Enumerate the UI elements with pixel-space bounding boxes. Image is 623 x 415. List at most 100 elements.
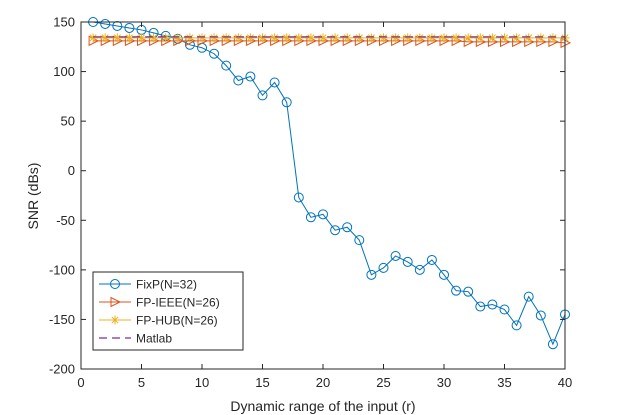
legend-box [92,271,244,351]
point-2-32 [475,33,485,43]
x-tick-label-6: 30 [437,375,451,390]
x-tick-label-2: 10 [195,375,209,390]
point-2-35 [512,33,522,43]
point-0-33 [487,299,498,310]
point-2-38 [548,33,558,43]
legend-label-0: FixP(N=32) [136,278,197,292]
point-2-11 [221,33,231,43]
point-2-28 [427,33,437,43]
y-axis-label: SNR (dBs) [25,163,41,230]
point-2-26 [403,33,413,43]
point-0-34 [499,304,510,315]
legend-marker-1 [110,296,122,308]
point-0-1 [100,18,111,29]
point-2-0 [88,33,98,43]
point-0-17 [293,192,304,203]
point-2-12 [233,33,243,43]
point-2-15 [270,33,280,43]
point-2-23 [366,33,376,43]
point-2-30 [451,33,461,43]
point-2-20 [330,33,340,43]
point-2-25 [391,33,401,43]
point-2-21 [342,33,352,43]
point-2-2 [112,33,122,43]
legend-entry-3: Matlab [99,332,172,346]
point-0-37 [535,310,546,321]
legend: FixP(N=32) FP-IEEE(N=26) FP-HUB(N=26) Matla… [92,271,244,351]
point-0-28 [426,254,437,265]
series-layer [88,17,572,350]
point-2-34 [500,33,509,43]
x-tick-label-4: 20 [316,375,330,390]
y-tick-label-7: 150 [53,15,75,30]
point-2-37 [536,33,546,43]
point-2-29 [439,33,449,43]
point-2-18 [306,33,316,43]
point-0-29 [439,269,449,280]
y-tick-label-1: -150 [49,312,75,327]
point-0-35 [511,320,522,331]
point-2-1 [100,33,110,43]
point-0-10 [209,48,220,59]
point-0-21 [342,222,353,233]
point-2-4 [137,33,146,43]
point-2-10 [209,33,219,43]
point-2-7 [173,33,183,43]
y-tick-label-3: -50 [56,213,75,228]
point-2-9 [197,33,207,43]
point-2-22 [354,33,364,43]
x-tick-label-3: 15 [255,375,269,390]
point-0-3 [124,22,135,33]
point-2-33 [487,33,497,43]
legend-label-1: FP-IEEE(N=26) [136,296,220,310]
legend-entry-1: FP-IEEE(N=26) [99,296,220,310]
point-0-2 [112,20,123,31]
series-2 [88,33,570,43]
legend-entry-2: FP-HUB(N=26) [99,314,218,328]
point-0-30 [451,285,462,296]
y-tick-label-6: 100 [53,64,75,79]
point-0-15 [269,77,280,88]
point-0-20 [330,225,341,236]
y-tick-label-4: 0 [68,163,75,178]
legend-marker-0 [110,279,120,289]
point-2-36 [524,33,534,43]
legend-marker-2 [110,315,120,325]
y-tick-label-5: 50 [61,114,75,129]
point-0-27 [414,264,425,275]
point-2-17 [294,33,304,43]
point-0-23 [366,269,377,280]
point-2-13 [245,33,255,43]
point-2-31 [463,33,473,43]
point-2-6 [161,33,171,43]
point-2-14 [258,33,267,43]
point-0-14 [257,90,268,101]
point-0-32 [475,301,486,312]
x-tick-label-8: 40 [558,375,572,390]
x-tick-label-7: 35 [497,375,511,390]
point-0-12 [233,75,244,86]
x-tick-label-0: 0 [77,375,84,390]
point-0-24 [378,262,389,273]
y-tick-label-2: -100 [49,262,75,277]
point-2-19 [318,33,328,43]
point-0-19 [318,209,328,220]
y-tick-label-0: -200 [49,362,75,377]
point-0-25 [390,250,401,261]
point-2-5 [149,33,159,43]
legend-label-3: Matlab [136,332,172,346]
point-0-16 [281,97,292,108]
point-0-13 [245,71,256,82]
point-0-31 [463,286,474,297]
point-2-24 [379,33,388,43]
axes-layer: 0 5 10 15 20 25 30 35 40 -200 -150 -100 -50 0 50 100 150 [49,15,572,391]
x-tick-label-1: 5 [138,375,145,390]
point-0-38 [547,339,558,350]
point-2-16 [282,33,292,43]
point-2-3 [124,33,134,43]
legend-entry-0: FixP(N=32) [99,278,197,292]
point-0-18 [305,212,316,223]
point-2-27 [415,33,425,43]
point-0-36 [523,291,534,302]
